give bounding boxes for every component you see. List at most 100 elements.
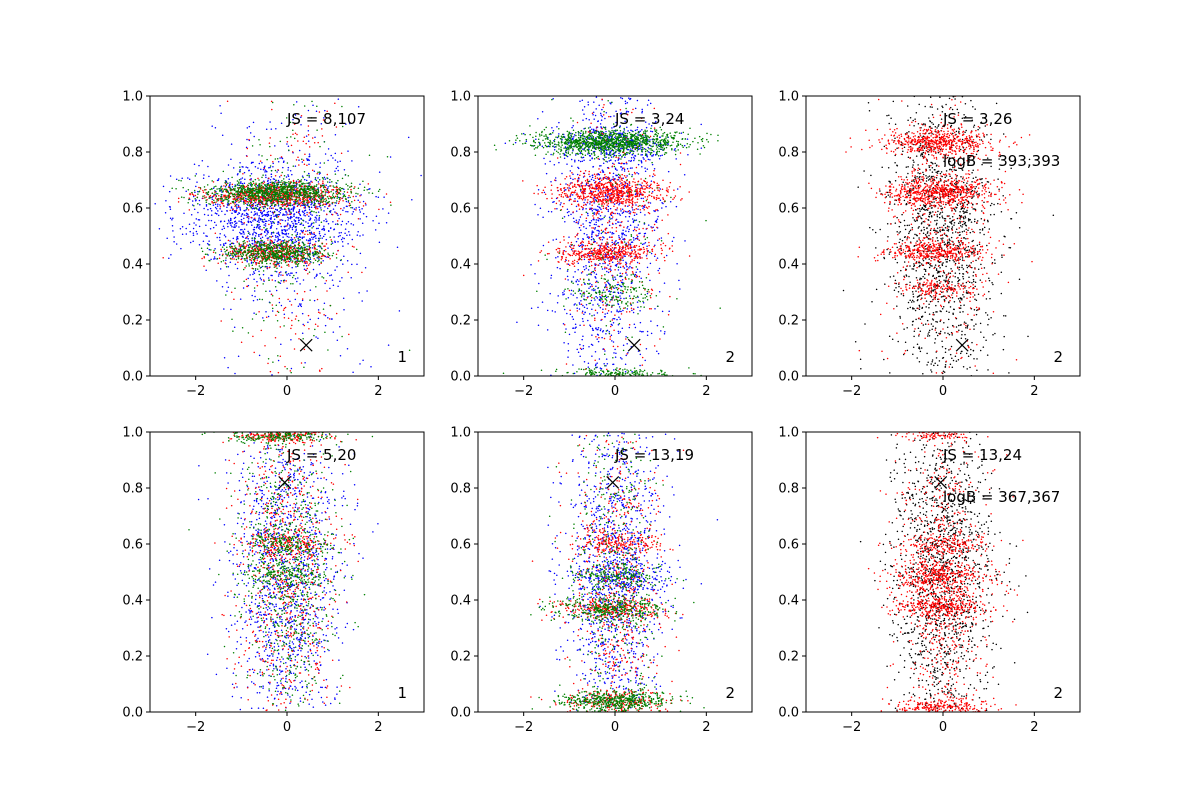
data-point	[253, 135, 255, 138]
data-point	[312, 236, 315, 239]
data-point	[307, 109, 310, 112]
data-point	[289, 244, 291, 247]
data-point	[307, 125, 310, 127]
data-point	[263, 167, 266, 170]
data-point	[269, 145, 271, 148]
data-point	[331, 181, 333, 183]
data-point	[205, 224, 207, 227]
data-point	[253, 237, 256, 240]
data-point	[316, 105, 318, 108]
data-point	[204, 189, 206, 191]
data-point	[359, 363, 361, 365]
data-point	[220, 193, 223, 196]
data-point	[253, 226, 256, 229]
data-point	[286, 205, 289, 207]
data-point	[231, 225, 233, 228]
data-point	[237, 355, 240, 358]
data-point	[193, 222, 195, 224]
data-point	[287, 263, 290, 266]
data-point	[234, 194, 237, 196]
data-point	[239, 197, 241, 200]
data-point	[253, 290, 256, 292]
data-point	[342, 245, 344, 247]
data-point	[321, 135, 324, 137]
data-point	[270, 204, 273, 207]
data-point	[238, 226, 240, 228]
data-point	[309, 213, 312, 215]
data-point	[317, 309, 320, 311]
data-point	[246, 147, 249, 150]
data-point	[267, 183, 269, 186]
data-point	[241, 252, 244, 254]
data-point	[220, 250, 223, 252]
data-point	[259, 185, 261, 187]
data-point	[258, 298, 261, 301]
data-point	[277, 223, 279, 226]
data-point	[341, 177, 344, 180]
data-point	[295, 216, 297, 219]
data-point	[230, 252, 232, 255]
data-point	[363, 189, 365, 192]
data-point	[315, 285, 317, 288]
data-point	[236, 203, 238, 206]
data-point	[227, 191, 230, 194]
data-point	[278, 249, 280, 252]
data-point	[407, 136, 410, 139]
data-point	[310, 186, 312, 188]
data-point	[267, 362, 269, 365]
data-point	[290, 208, 292, 211]
data-point	[251, 294, 253, 297]
data-point	[310, 231, 313, 233]
data-point	[275, 261, 278, 263]
data-point	[241, 228, 243, 231]
data-point	[264, 191, 266, 193]
data-point	[202, 177, 205, 179]
data-point	[615, 174, 617, 176]
data-point	[553, 200, 555, 203]
data-point	[248, 240, 251, 242]
data-point	[251, 237, 253, 239]
data-point	[318, 231, 321, 233]
data-point	[239, 168, 241, 171]
data-point	[192, 227, 195, 230]
data-point	[274, 158, 277, 160]
data-point	[304, 153, 306, 156]
data-point	[297, 178, 299, 181]
data-point	[293, 213, 296, 215]
data-point	[315, 185, 318, 187]
data-point	[300, 218, 302, 220]
data-point	[606, 270, 608, 273]
data-point	[289, 225, 292, 227]
data-point	[260, 242, 262, 244]
data-point	[325, 184, 327, 187]
data-point	[208, 202, 210, 205]
data-point	[614, 276, 616, 278]
series-green	[171, 100, 411, 374]
data-point	[339, 326, 341, 328]
data-point	[616, 310, 618, 313]
data-point	[329, 178, 331, 181]
data-point	[326, 290, 328, 292]
data-point	[570, 182, 572, 184]
data-point	[275, 249, 278, 252]
data-point	[275, 255, 277, 258]
data-point	[247, 184, 250, 187]
data-point	[262, 206, 265, 208]
data-point	[250, 245, 252, 247]
data-point	[631, 153, 634, 156]
data-point	[329, 227, 332, 229]
data-point	[264, 345, 266, 347]
data-point	[290, 136, 292, 138]
data-point	[243, 247, 245, 250]
data-point	[629, 167, 632, 169]
data-point	[280, 188, 282, 190]
data-point	[254, 253, 257, 255]
data-point	[312, 225, 315, 228]
data-point	[215, 195, 218, 198]
data-point	[322, 227, 325, 229]
data-point	[284, 207, 286, 210]
data-point	[634, 226, 636, 228]
data-point	[321, 247, 323, 250]
data-point	[168, 206, 171, 208]
data-point	[203, 232, 205, 234]
